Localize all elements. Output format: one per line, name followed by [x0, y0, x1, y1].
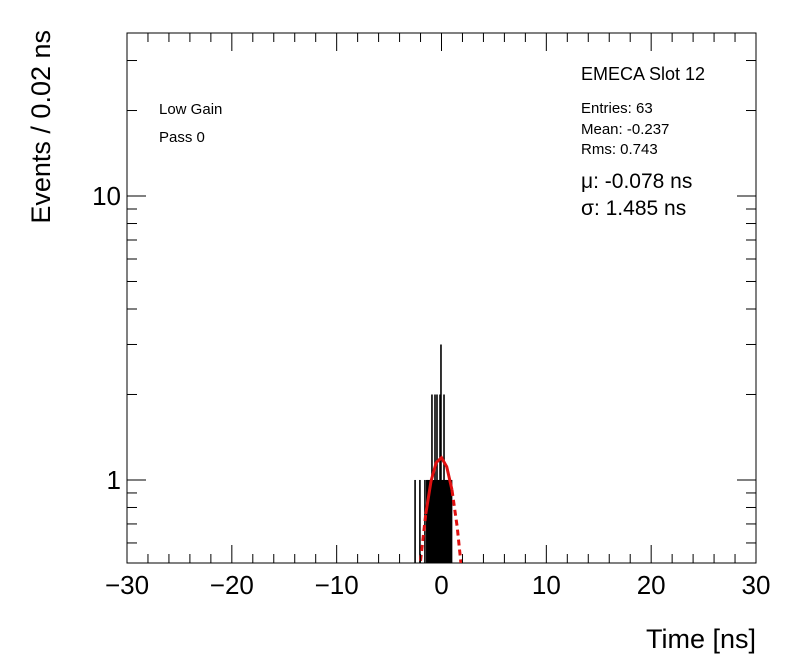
plot-area: [414, 344, 463, 563]
fit-curve: [450, 489, 463, 563]
x-tick-label: −30: [105, 570, 149, 600]
x-tick-label: 30: [742, 570, 771, 600]
x-tick-label: −20: [210, 570, 254, 600]
fit-curve: [424, 455, 454, 515]
annotation: Entries: 63: [581, 100, 653, 117]
annotation: Low Gain: [159, 101, 222, 118]
annotation: EMECA Slot 12: [581, 64, 705, 84]
x-axis-title: Time [ns]: [646, 624, 756, 654]
annotation: σ: 1.485 ns: [581, 197, 686, 220]
annotation: μ: -0.078 ns: [581, 170, 692, 193]
x-tick-label: 20: [637, 570, 666, 600]
y-tick-label: 1: [107, 465, 121, 495]
y-tick-label: 10: [92, 181, 121, 211]
x-tick-label: −10: [315, 570, 359, 600]
x-tick-label: 10: [532, 570, 561, 600]
annotation: Mean: -0.237: [581, 121, 669, 138]
annotation: Rms: 0.743: [581, 141, 658, 158]
annotation: Pass 0: [159, 129, 205, 146]
x-tick-label: 0: [434, 570, 448, 600]
y-axis-title: Events / 0.02 ns: [26, 30, 56, 224]
fit-curve: [419, 513, 428, 562]
